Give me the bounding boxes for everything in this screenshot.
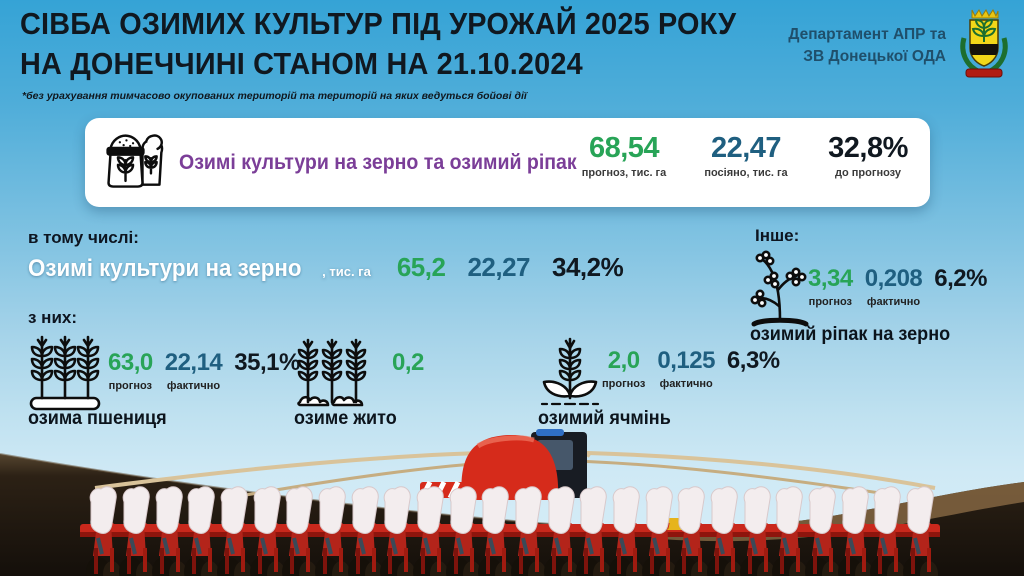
rapeseed-percent-value: 6,2% — [934, 265, 987, 292]
barley-forecast: 2,0 прогноз — [602, 347, 646, 391]
summary-card: Озимі культури на зерно та озимий ріпак … — [85, 118, 930, 207]
wheat-actual: 22,14 фактично — [164, 349, 223, 393]
rapeseed-forecast-value: 3,34 — [808, 265, 853, 292]
rye-forecast: 0,2 — [392, 350, 424, 376]
rye-icon — [297, 338, 367, 407]
barley-actual-label: фактично — [659, 378, 713, 390]
of-them-label: з них: — [28, 308, 78, 327]
rapeseed-name: озимий ріпак на зерно — [750, 324, 951, 345]
barley-name: озимий ячмінь — [538, 408, 671, 429]
summary-forecast-label: прогноз, тис. га — [581, 167, 667, 179]
grain-total-forecast: 65,2 — [396, 252, 446, 282]
grain-total-unit: , тис. га — [322, 264, 371, 279]
page-title: СІВБА ОЗИМИХ КУЛЬТУР ПІД УРОЖАЙ 2025 РОК… — [20, 4, 736, 84]
grain-total-percent: 34,2% — [552, 252, 624, 282]
summary-forecast-value: 68,54 — [588, 132, 660, 164]
grain-sacks-icon — [106, 133, 164, 188]
rapeseed-actual-label: фактично — [866, 296, 921, 308]
organization-name: Департамент АПР та ЗВ Донецької ОДА — [788, 24, 946, 68]
wheat-percent: 35,1% — [234, 350, 300, 376]
other-label: Інше: — [755, 226, 800, 245]
barley-values: 2,0 прогноз 0,125 фактично 6,3% — [602, 347, 780, 391]
wheat-forecast-value: 63,0 — [108, 349, 153, 376]
rye-values: 0,2 — [392, 350, 424, 376]
summary-sown-value: 22,47 — [710, 132, 782, 164]
barley-forecast-label: прогноз — [602, 378, 646, 390]
wheat-name: озима пшениця — [28, 408, 167, 429]
grain-total-actual: 22,27 — [467, 252, 531, 282]
rapeseed-percent: 6,2% — [934, 266, 987, 292]
rapeseed-forecast-label: прогноз — [808, 296, 853, 308]
rapeseed-actual: 0,208 фактично — [864, 265, 923, 309]
barley-actual-value: 0,125 — [657, 347, 715, 374]
barley-percent: 6,3% — [727, 348, 780, 374]
rapeseed-actual-value: 0,208 — [864, 265, 923, 292]
summary-metrics: 68,54 прогноз, тис. га 22,47 посіяно, ти… — [576, 132, 916, 179]
field-seeder-photo — [0, 429, 1024, 576]
summary-card-title: Озимі культури на зерно та озимий ріпак — [179, 150, 577, 174]
grain-total-row: Озимі культури на зерно , тис. га 65,2 22… — [28, 252, 645, 283]
wheat-values: 63,0 прогноз 22,14 фактично 35,1% — [108, 349, 300, 393]
page-title-line2: НА ДОНЕЧЧИНІ СТАНОМ НА 21.10.2024 — [20, 46, 583, 81]
footnote: *без урахування тимчасово окупованих тер… — [22, 90, 527, 102]
rapeseed-icon — [750, 250, 809, 327]
organization-line2: ЗВ Донецької ОДА — [803, 48, 946, 65]
wheat-percent-value: 35,1% — [234, 349, 300, 376]
summary-sown-label: посіяно, тис. га — [704, 167, 788, 179]
summary-percent-value: 32,8% — [828, 132, 908, 164]
barley-actual: 0,125 фактично — [657, 347, 715, 391]
rapeseed-values: 3,34 прогноз 0,208 фактично 6,2% — [808, 265, 987, 309]
wheat-forecast-label: прогноз — [108, 380, 153, 392]
including-label: в тому числі: — [28, 228, 139, 247]
summary-sown: 22,47 посіяно, тис. га — [698, 132, 794, 179]
donetsk-coat-of-arms-icon — [960, 9, 1008, 78]
wheat-actual-label: фактично — [166, 380, 221, 392]
summary-forecast: 68,54 прогноз, тис. га — [576, 132, 672, 179]
barley-icon — [540, 337, 600, 406]
wheat-forecast: 63,0 прогноз — [108, 349, 153, 393]
rye-forecast-value: 0,2 — [392, 349, 424, 376]
summary-percent-label: до прогнозу — [835, 167, 901, 179]
organization-line1: Департамент АПР та — [788, 26, 946, 43]
grain-total-name: Озимі культури на зерно — [28, 255, 302, 282]
barley-forecast-value: 2,0 — [607, 347, 640, 374]
rapeseed-forecast: 3,34 прогноз — [808, 265, 853, 309]
page-title-line1: СІВБА ОЗИМИХ КУЛЬТУР ПІД УРОЖАЙ 2025 РОК… — [20, 6, 737, 41]
barley-percent-value: 6,3% — [726, 347, 780, 374]
wheat-icon — [29, 335, 101, 411]
wheat-actual-value: 22,14 — [164, 349, 223, 376]
rye-name: озиме жито — [294, 408, 397, 429]
summary-percent: 32,8% до прогнозу — [820, 132, 916, 179]
